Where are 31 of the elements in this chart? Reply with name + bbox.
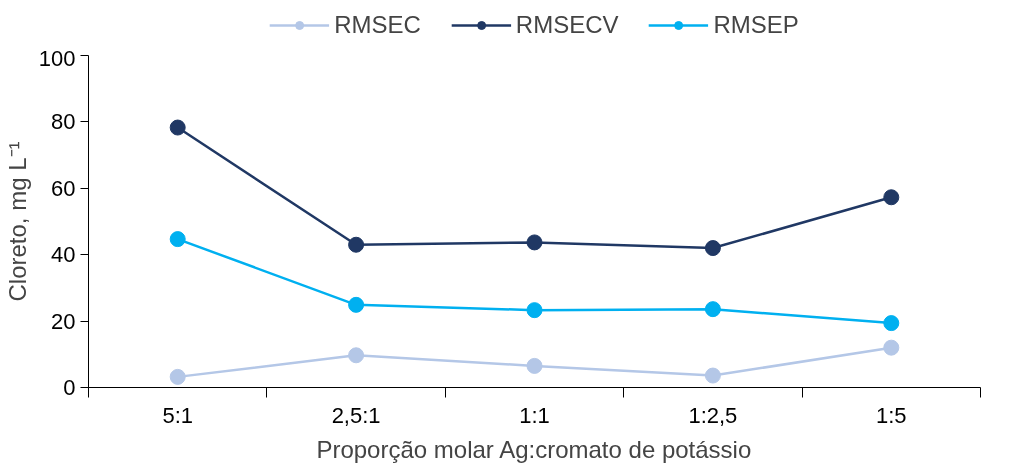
point bbox=[526, 357, 543, 374]
point bbox=[169, 368, 186, 385]
point bbox=[348, 236, 365, 253]
x-axis-title: Proporção molar Ag:cromato de potássio bbox=[316, 435, 752, 463]
point bbox=[526, 234, 543, 251]
legend-label: RMSEC bbox=[334, 11, 421, 39]
point bbox=[348, 296, 365, 313]
point bbox=[169, 119, 186, 136]
y-tick-label: 80 bbox=[51, 109, 76, 135]
point bbox=[704, 301, 721, 318]
x-tick-label: 2,5:1 bbox=[331, 402, 381, 428]
point bbox=[883, 315, 900, 332]
point bbox=[704, 367, 721, 384]
y-tick-label: 60 bbox=[51, 175, 76, 201]
point bbox=[348, 347, 365, 364]
y-tick-label: 0 bbox=[63, 375, 76, 400]
legend-label: RMSEP bbox=[713, 11, 799, 39]
point bbox=[883, 189, 900, 206]
x-tick-label: 1:1 bbox=[519, 402, 550, 428]
point bbox=[169, 231, 186, 248]
point bbox=[704, 240, 721, 257]
point bbox=[526, 302, 543, 319]
x-tick-label: 1:5 bbox=[876, 402, 907, 428]
y-tick-label: 100 bbox=[38, 45, 76, 71]
y-axis-title: Cloreto, mg L⁻¹ bbox=[3, 141, 31, 302]
x-tick-label: 5:1 bbox=[162, 402, 193, 428]
y-tick-label: 40 bbox=[51, 242, 76, 268]
y-tick-label: 20 bbox=[51, 308, 76, 334]
x-tick-label: 1:2,5 bbox=[688, 402, 738, 428]
legend-label: RMSECV bbox=[515, 11, 619, 39]
point bbox=[883, 339, 900, 356]
